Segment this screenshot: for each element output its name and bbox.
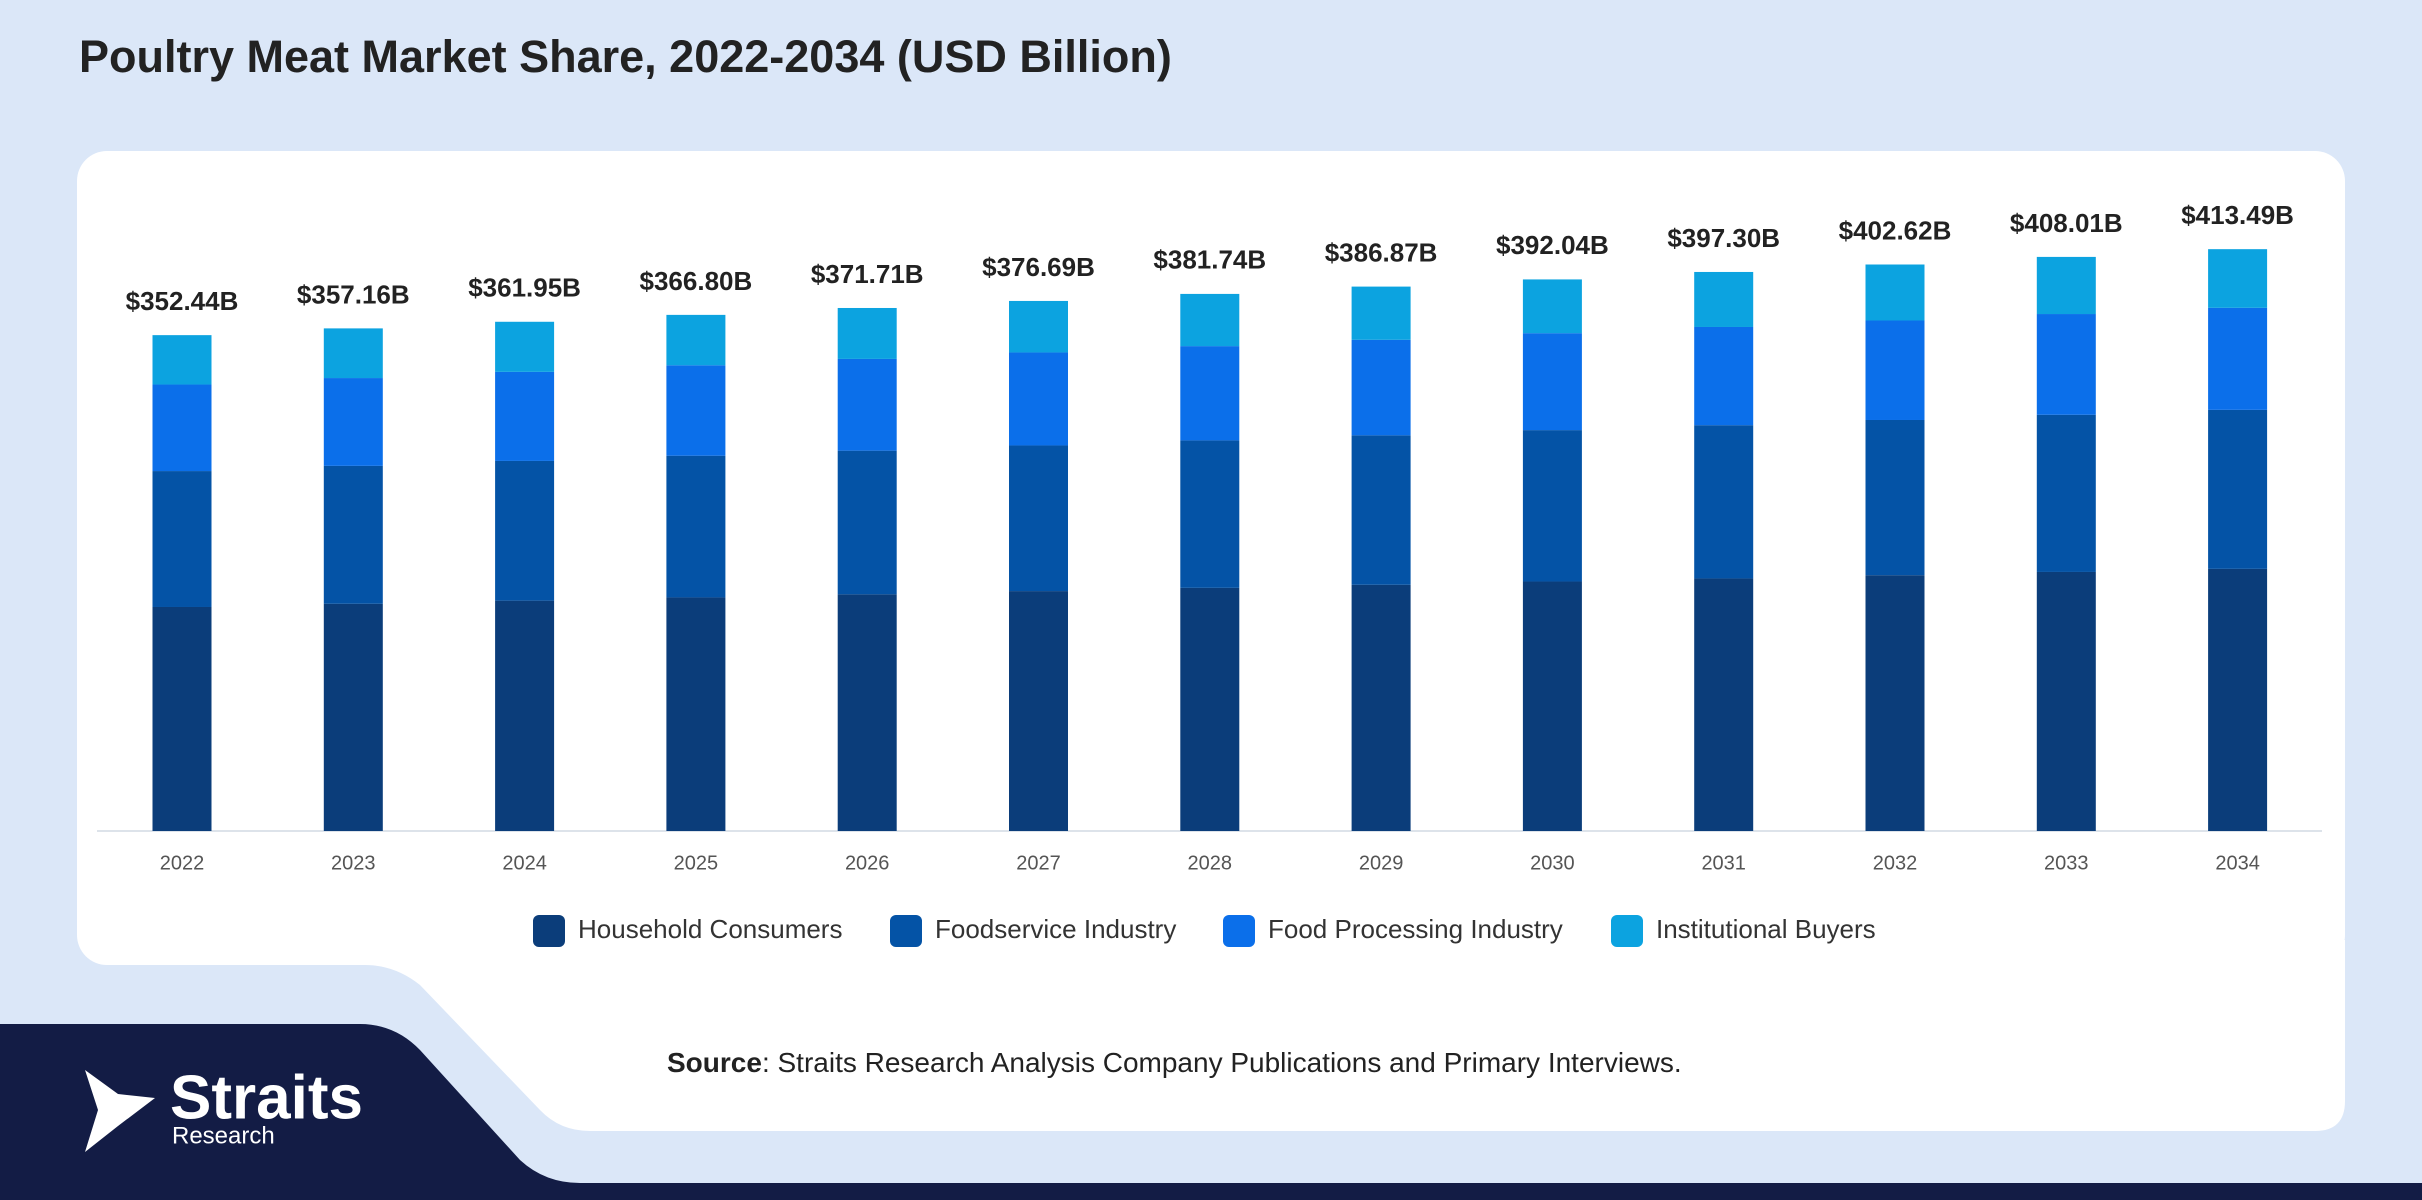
bar-segment — [323, 603, 383, 831]
bar-segment — [1351, 286, 1411, 340]
x-tick-label: 2024 — [502, 852, 547, 874]
source: Source: Straits Research Analysis Compan… — [667, 1047, 1682, 1078]
bar-segment — [666, 365, 726, 456]
bar-segment — [495, 460, 555, 601]
bar-segment — [1009, 591, 1068, 831]
bar-segment — [323, 465, 383, 604]
x-tick-label: 2027 — [1016, 852, 1061, 874]
total-label: $402.62B — [1839, 215, 1952, 245]
total-label: $381.74B — [1153, 245, 1266, 275]
logo-mark — [85, 1070, 155, 1152]
bar-segment — [323, 378, 383, 466]
legend-swatch — [1223, 915, 1255, 947]
total-label: $352.44B — [126, 286, 239, 316]
bar-segment — [837, 450, 897, 595]
legend-swatch — [1611, 915, 1643, 947]
source-text: : Straits Research Analysis Company Publ… — [762, 1047, 1682, 1078]
logo-sub: Research — [172, 1122, 275, 1149]
legend-label: Food Processing Industry — [1268, 914, 1563, 944]
total-label: $386.87B — [1325, 238, 1438, 268]
bar-segment — [152, 471, 212, 607]
bar-segment — [1522, 279, 1582, 334]
bar-segment — [2036, 256, 2096, 315]
bar-segment — [495, 371, 555, 461]
bar-segment — [2208, 307, 2268, 410]
bar-segment — [1180, 440, 1240, 588]
legend-label: Institutional Buyers — [1656, 914, 1876, 944]
bar-segment — [152, 606, 212, 831]
total-label: $408.01B — [2010, 208, 2123, 238]
total-label: $397.30B — [1667, 223, 1780, 253]
bar-segment — [666, 455, 726, 598]
x-tick-label: 2030 — [1530, 852, 1575, 874]
bar-segment — [1865, 320, 1925, 420]
bar-segment — [1865, 575, 1925, 831]
bar-segment — [2036, 314, 2096, 415]
bar-segment — [2208, 409, 2268, 569]
bar-segment — [666, 597, 726, 831]
bar-segment — [1009, 445, 1068, 592]
bar-segment — [2208, 249, 2268, 308]
legend-swatch — [533, 915, 565, 947]
bar-segment — [837, 594, 897, 831]
total-label: $366.80B — [640, 266, 753, 296]
x-tick-label: 2033 — [2044, 852, 2089, 874]
bar-segment — [1865, 419, 1925, 576]
bar-segment — [323, 328, 383, 379]
x-tick-label: 2034 — [2215, 852, 2260, 874]
bar-segment — [495, 321, 555, 372]
total-label: $361.95B — [468, 273, 581, 303]
bar-segment — [1009, 352, 1068, 446]
source-label: Source — [667, 1047, 762, 1078]
x-tick-label: 2023 — [331, 852, 376, 874]
total-label: $392.04B — [1496, 230, 1609, 260]
bar-segment — [1522, 581, 1582, 831]
bar-segment — [1180, 293, 1240, 347]
bar-segment — [152, 335, 212, 385]
bar-segment — [152, 384, 212, 472]
bar-segment — [2036, 414, 2096, 572]
bar-segment — [1694, 578, 1754, 831]
legend-swatch — [890, 915, 922, 947]
x-tick-label: 2025 — [674, 852, 719, 874]
total-label: $413.49B — [2181, 200, 2294, 230]
x-tick-label: 2029 — [1359, 852, 1404, 874]
total-label: $376.69B — [982, 252, 1095, 282]
logo-name: Straits — [170, 1063, 363, 1132]
x-tick-label: 2026 — [845, 852, 890, 874]
bar-segment — [666, 314, 726, 366]
bar-segment — [2208, 568, 2268, 831]
total-label: $357.16B — [297, 279, 410, 309]
bar-segment — [1522, 333, 1582, 431]
x-tick-label: 2032 — [1873, 852, 1918, 874]
bar-segment — [1180, 346, 1240, 441]
bar-segment — [1351, 584, 1411, 831]
source-panel — [330, 940, 2345, 1131]
bar-segment — [1351, 435, 1411, 585]
x-tick-label: 2031 — [1701, 852, 1746, 874]
bar-segment — [837, 307, 897, 359]
chart-title: Poultry Meat Market Share, 2022-2034 (US… — [79, 31, 1172, 82]
plot: $352.44B 2022 $357.16B 2023 $361.95B 2024 $366… — [126, 200, 2294, 947]
bar-segment — [1180, 587, 1240, 831]
legend-label: Foodservice Industry — [935, 914, 1176, 944]
bar-segment — [837, 358, 897, 451]
bar-segment — [2036, 571, 2096, 831]
bar-segment — [1694, 271, 1754, 327]
bar-segment — [1694, 326, 1754, 426]
bar-segment — [1865, 264, 1925, 321]
legend-label: Household Consumers — [578, 914, 842, 944]
bar-segment — [495, 600, 555, 831]
bar-segment — [1009, 300, 1068, 353]
x-tick-label: 2028 — [1188, 852, 1233, 874]
x-tick-label: 2022 — [160, 852, 205, 874]
bar-segment — [1522, 430, 1582, 582]
footer-band — [0, 1024, 2422, 1200]
bar-segment — [1694, 425, 1754, 579]
bar-segment — [1351, 339, 1411, 436]
total-label: $371.71B — [811, 259, 924, 289]
